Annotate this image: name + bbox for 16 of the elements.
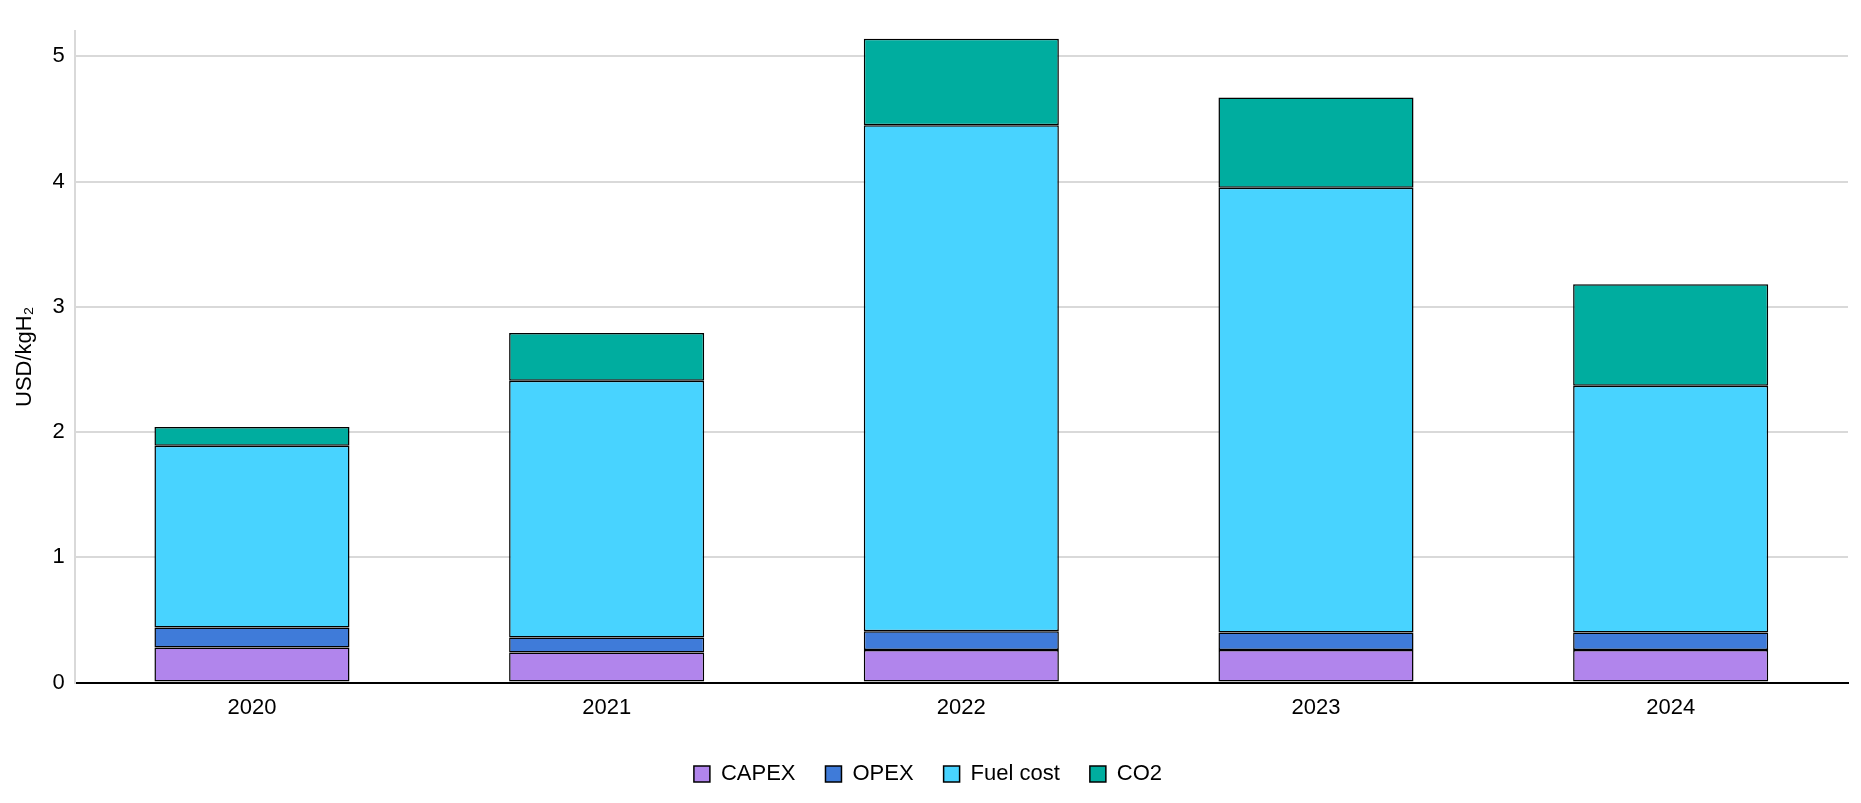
y-tick-label: 5: [52, 42, 65, 68]
x-tick-label: 2020: [227, 693, 277, 719]
y-tick-label: 0: [52, 668, 65, 694]
legend-label: Fuel cost: [970, 760, 1060, 786]
y-tick-label: 3: [52, 292, 65, 318]
y-tick-label: 1: [52, 543, 65, 569]
x-tick-label: 2021: [582, 693, 632, 719]
x-tick-label: 2022: [936, 693, 986, 719]
y-tick-label: 4: [52, 167, 65, 193]
y-tick-label: 2: [52, 418, 65, 444]
legend-label: OPEX: [852, 760, 914, 786]
legend-label: CO2: [1116, 760, 1163, 786]
legend-label: CAPEX: [720, 760, 796, 786]
y-axis-title: USD/kgH₂: [11, 306, 37, 408]
x-tick-label: 2023: [1291, 693, 1341, 719]
x-tick-label: 2024: [1646, 693, 1696, 719]
